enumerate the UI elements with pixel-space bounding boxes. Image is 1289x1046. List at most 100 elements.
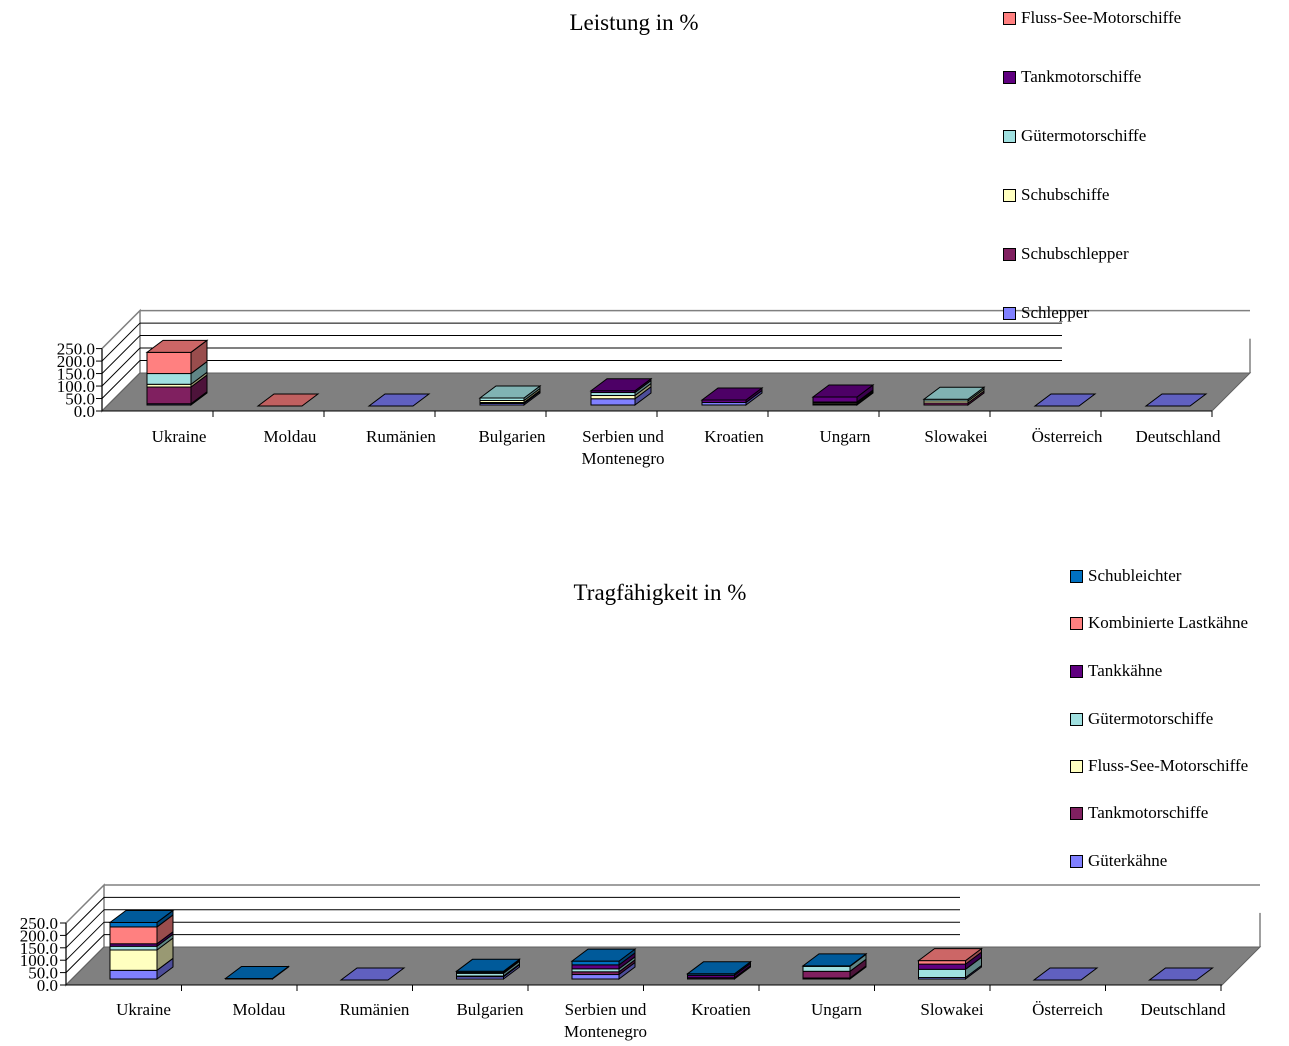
legend-swatch xyxy=(1003,129,1016,143)
legend-label: Schubschiffe xyxy=(1021,185,1110,204)
x-tick-label: Bulgarien xyxy=(456,1000,524,1019)
bar-segment xyxy=(146,351,192,375)
legend-label: Tankmotorschiffe xyxy=(1021,67,1142,86)
legend-swatch xyxy=(1003,247,1016,261)
legend-label: Gütermotorschiffe xyxy=(1021,126,1147,145)
gridline-side xyxy=(101,347,141,387)
legend-item: Tankmotorschiffe xyxy=(1070,803,1208,823)
legend-item: Schubleichter xyxy=(1070,566,1181,586)
legend-item: Gütermotorschiffe xyxy=(1003,126,1146,146)
x-tick-label: Ukraine xyxy=(152,427,207,446)
bar-segment-top xyxy=(922,386,986,400)
bar-segment-top xyxy=(478,385,542,399)
bar-segment-top xyxy=(224,966,290,980)
x-tick-label: Bulgarien xyxy=(478,427,546,446)
gridline-side xyxy=(101,335,141,374)
y-tick-label: 50.0 xyxy=(65,390,95,409)
x-tick-label: Österreich xyxy=(1032,1000,1103,1019)
legend-swatch xyxy=(1070,854,1083,868)
gridline-side xyxy=(65,909,105,949)
legend-label: Fluss-See-Motorschiffe xyxy=(1088,756,1249,775)
y-tick-label: 200.0 xyxy=(57,352,95,371)
x-tick-label: Deutschland xyxy=(1136,427,1221,446)
bar-segment xyxy=(109,926,158,945)
legend-item: Schlepper xyxy=(1003,303,1089,323)
bar-segment-top xyxy=(811,384,875,398)
x-tick-label: Montenegro xyxy=(564,1022,647,1041)
legend-item: Güterkähne xyxy=(1070,851,1167,871)
y-tick-label: 0.0 xyxy=(74,402,95,421)
x-tick-label: Deutschland xyxy=(1141,1000,1226,1019)
y-tick-label: 200.0 xyxy=(20,926,58,945)
x-tick-label: Rumänien xyxy=(366,427,436,446)
bar-segment xyxy=(918,968,966,979)
bar-segment-top xyxy=(589,378,653,392)
bar-segment-top xyxy=(145,339,209,353)
y-tick-label: 250.0 xyxy=(20,914,58,933)
x-tick-label: Ungarn xyxy=(820,427,871,446)
bar-segment xyxy=(812,396,858,403)
bar-segment xyxy=(918,960,966,965)
legend-item: Schubschiffe xyxy=(1003,185,1109,205)
bar-segment-top xyxy=(1148,967,1214,981)
bar-segment-top xyxy=(570,948,637,962)
bar-segment-top xyxy=(700,387,764,401)
legend-item: Tankmotorschiffe xyxy=(1003,67,1141,87)
gridline-side xyxy=(65,921,105,961)
legend-label: Kombinierte Lastkähne xyxy=(1088,613,1249,632)
legend-item: Fluss-See-Motorschiffe xyxy=(1070,756,1248,776)
bar-segment-top xyxy=(367,393,431,407)
legend-label: Fluss-See-Motorschiffe xyxy=(1021,8,1182,27)
bar-segment xyxy=(571,964,620,970)
x-tick-label: Rumänien xyxy=(340,1000,410,1019)
legend-item: Gütermotorschiffe xyxy=(1070,709,1213,729)
bar-segment-top xyxy=(801,953,868,967)
bar-segment-top xyxy=(256,393,320,407)
legend-label: Schubleichter xyxy=(1088,566,1182,585)
bar-segment xyxy=(109,921,158,928)
y-tick-label: 50.0 xyxy=(28,964,58,983)
legend-item: Kombinierte Lastkähne xyxy=(1070,613,1248,633)
legend-item: Tankkähne xyxy=(1070,661,1162,681)
x-tick-label: Ukraine xyxy=(116,1000,171,1019)
legend-swatch xyxy=(1003,188,1016,202)
x-tick-label: Moldau xyxy=(233,1000,286,1019)
y-tick-label: 100.0 xyxy=(20,951,58,970)
bar-segment xyxy=(571,974,620,980)
x-tick-label: Ungarn xyxy=(811,1000,862,1019)
legend-swatch xyxy=(1070,806,1083,820)
legend-swatch xyxy=(1070,664,1083,678)
legend-label: Schlepper xyxy=(1021,303,1089,322)
y-tick-label: 150.0 xyxy=(20,939,58,958)
bar-segment-top xyxy=(108,909,175,923)
chart-title: Tragfähigkeit in % xyxy=(574,580,747,605)
legend-swatch xyxy=(1003,306,1016,320)
bar-segment xyxy=(590,398,636,406)
gridline-side xyxy=(65,934,105,973)
legend-swatch xyxy=(1070,616,1083,630)
bar-segment xyxy=(109,949,158,971)
bar-segment xyxy=(571,960,620,966)
legend-item: Fluss-See-Motorschiffe xyxy=(1003,8,1181,28)
legend-swatch xyxy=(1070,569,1083,583)
bar-segment xyxy=(918,963,966,970)
legend-leistung: Fluss-See-Motorschiffe Tankmotorschiffe … xyxy=(1003,8,1283,328)
gridline-side xyxy=(101,360,141,399)
bar-segment-top xyxy=(1144,393,1208,407)
legend-swatch xyxy=(1003,11,1016,25)
bar-segment-top xyxy=(917,948,983,962)
legend-label: Tankkähne xyxy=(1088,661,1163,680)
gridline-side xyxy=(101,322,141,362)
gridline-side xyxy=(65,897,105,936)
bar-segment xyxy=(802,970,851,979)
bar-segment-top xyxy=(339,967,406,981)
x-tick-label: Slowakei xyxy=(924,427,988,446)
y-tick-label: 250.0 xyxy=(57,340,95,359)
x-tick-label: Moldau xyxy=(264,427,317,446)
bar-segment xyxy=(802,965,851,972)
legend-swatch xyxy=(1070,712,1083,726)
legend-tragfaehigkeit: Schubleichter Kombinierte Lastkähne Tank… xyxy=(1070,566,1285,876)
bar-segment-top xyxy=(1032,967,1099,981)
y-tick-label: 150.0 xyxy=(57,365,95,384)
